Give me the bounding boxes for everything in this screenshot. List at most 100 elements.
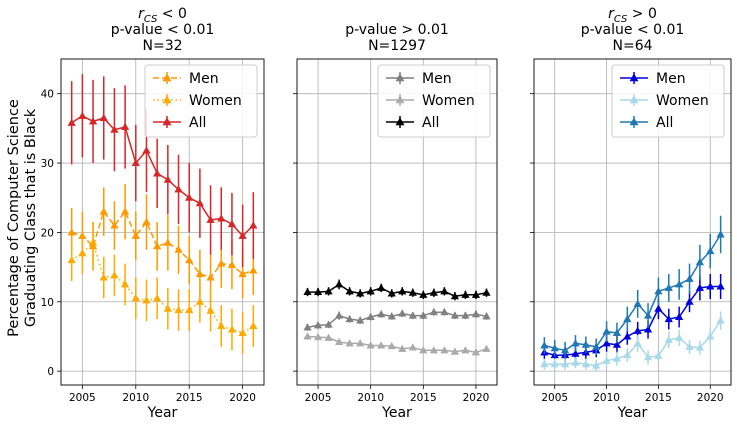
series-all [303,279,491,301]
data-point [612,328,622,336]
data-point [540,359,549,368]
data-point [643,353,653,361]
legend-marker [162,117,172,126]
data-point [408,288,417,296]
data-point [227,219,237,228]
data-point [429,346,438,354]
data-point [366,341,375,349]
data-point [482,344,491,352]
data-point [334,280,344,288]
legend-label: All [656,115,673,131]
data-point [581,340,590,348]
data-point [195,297,205,305]
panel-title-line: p-value < 0.01 [581,22,685,38]
data-point [550,344,559,352]
series-line [544,285,721,356]
data-point [398,309,407,317]
series-line [71,241,254,334]
data-point [99,113,108,121]
data-point [366,312,375,321]
data-point [120,280,130,288]
panel-1: 2005 2010 2015 2020 0 10 20 30 40 Year rCS < 0p-va… [41,6,265,421]
data-point [581,359,590,368]
data-point [685,274,694,282]
data-point [461,311,470,319]
panel-title-line: N=64 [612,38,652,54]
data-point [695,258,705,266]
data-point [324,333,333,341]
data-point [142,146,151,154]
data-point [706,246,715,255]
data-point [303,323,312,331]
y-axis-label-line-2: Graduating Class that is Black [23,108,39,327]
data-point [345,287,354,295]
series-men [303,307,491,331]
y-tick-label: 0 [47,366,54,378]
legend-label: Women [189,93,242,109]
data-point [153,294,162,302]
data-point [592,361,601,369]
data-point [440,346,449,354]
x-tick-label: 2020 [697,392,724,404]
data-point [695,343,705,351]
data-point [560,346,570,354]
data-point [195,269,205,278]
data-point [334,311,344,319]
data-point [654,351,663,359]
data-point [377,283,386,291]
x-axis-label: Year [147,405,178,421]
data-point [120,207,130,215]
data-point [429,288,438,296]
data-point [643,325,653,333]
data-point [461,290,470,298]
data-point [377,341,386,349]
data-point [227,260,237,269]
data-point [67,228,76,236]
data-point [120,122,130,130]
data-point [195,199,205,207]
data-point [206,306,215,314]
data-point [602,327,611,335]
data-point [695,283,705,291]
data-point [238,328,247,336]
data-point [174,245,183,253]
data-point [623,314,632,323]
legend-marker [395,73,405,82]
data-point [356,316,365,324]
data-point [592,342,601,350]
data-point [78,249,87,257]
plot-frame [533,58,732,386]
data-point [540,341,549,349]
legend-marker [395,95,405,104]
data-point [217,321,226,330]
data-point [419,290,428,298]
data-point [67,118,76,126]
data-point [313,332,323,341]
legend: Men Women All [611,64,725,138]
data-point [461,346,470,354]
panel-title-math: rCS < 0 [138,6,187,25]
legend-label: Men [189,71,219,87]
data-point [356,289,365,297]
data-point [387,341,396,350]
series-men [67,183,258,302]
data-point [471,348,481,356]
data-point [99,207,108,215]
legend: Men Women All [144,64,258,138]
data-point [419,311,428,319]
data-point [67,255,76,264]
data-point [324,287,333,295]
data-point [450,292,460,300]
legend-box [611,64,725,138]
data-point [419,346,428,354]
data-point [623,350,632,359]
data-point [303,287,312,296]
data-point [450,347,460,355]
data-point [110,125,119,133]
x-tick-label: 2005 [541,392,568,404]
legend-box [144,64,258,138]
data-point [398,287,407,295]
x-tick-label: 2005 [69,392,96,404]
data-point [675,280,684,288]
